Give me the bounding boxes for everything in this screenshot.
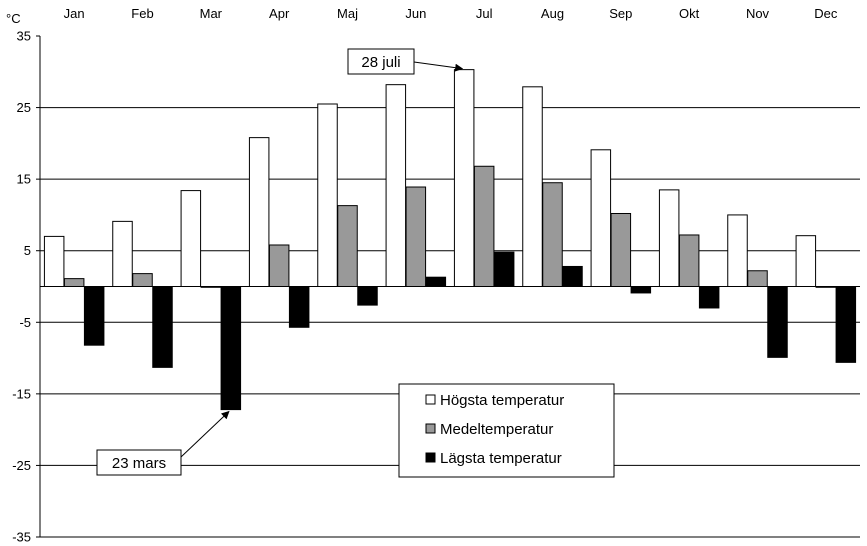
bar-h-gsta-temperatur <box>112 220 133 287</box>
legend: Högsta temperatur Medeltemperatur Lägsta t… <box>398 383 615 478</box>
y-tick-label: -15 <box>12 386 31 401</box>
bar-h-gsta-temperatur <box>795 235 817 287</box>
bar-l-gsta-temperatur <box>630 286 652 294</box>
x-tick-label: Okt <box>679 6 700 21</box>
bar-l-gsta-temperatur <box>425 276 447 287</box>
x-tick-label: Sep <box>609 6 632 21</box>
legend-label: Högsta temperatur <box>440 392 564 409</box>
y-tick-label: 5 <box>24 243 31 258</box>
x-tick-label: Apr <box>269 6 290 21</box>
bar-l-gsta-temperatur <box>357 286 378 306</box>
annotation-box <box>347 48 415 75</box>
legend-swatch <box>425 452 436 463</box>
bar-l-gsta-temperatur <box>152 286 173 368</box>
x-tick-label: Mar <box>200 6 223 21</box>
bar-h-gsta-temperatur <box>180 190 202 287</box>
x-tick-label: Jul <box>476 6 493 21</box>
y-tick-label: -5 <box>19 315 31 330</box>
bar-h-gsta-temperatur <box>385 84 407 287</box>
bar-medeltemperatur <box>542 182 563 288</box>
bar-medeltemperatur <box>747 270 768 287</box>
annotation-arrow <box>180 410 230 458</box>
y-tick-label: 15 <box>17 172 31 187</box>
annotation-arrow <box>413 61 464 72</box>
x-tick-label: Aug <box>541 6 564 21</box>
bar-h-gsta-temperatur <box>522 86 543 287</box>
bar-h-gsta-temperatur <box>248 137 270 287</box>
x-tick-label: Jun <box>405 6 426 21</box>
bar-medeltemperatur <box>200 286 222 288</box>
legend-swatch <box>425 423 436 434</box>
x-tick-label: Feb <box>131 6 153 21</box>
bar-h-gsta-temperatur <box>453 69 475 288</box>
annotations: 28 juli 23 mars <box>96 48 464 476</box>
y-tick-label: 25 <box>17 100 31 115</box>
y-tick-label: 35 <box>17 29 31 44</box>
bar-l-gsta-temperatur <box>767 286 788 358</box>
bars <box>43 69 857 411</box>
x-tick-label: Maj <box>337 6 358 21</box>
bar-h-gsta-temperatur <box>658 189 680 287</box>
bar-medeltemperatur <box>268 244 290 287</box>
bar-l-gsta-temperatur <box>220 286 242 411</box>
bar-medeltemperatur <box>473 165 495 287</box>
y-tick-label: -25 <box>12 458 31 473</box>
legend-label: Lägsta temperatur <box>440 450 562 467</box>
annotation-label: 23 mars <box>112 455 166 472</box>
legend-label: Medeltemperatur <box>440 421 553 438</box>
unit-label: °C <box>6 11 21 26</box>
bar-l-gsta-temperatur <box>288 286 310 328</box>
bar-l-gsta-temperatur <box>493 251 515 288</box>
bar-l-gsta-temperatur <box>83 286 105 346</box>
bar-h-gsta-temperatur <box>727 214 748 287</box>
y-tick-label: -35 <box>12 530 31 545</box>
bar-h-gsta-temperatur <box>317 103 338 287</box>
bar-medeltemperatur <box>815 286 837 288</box>
bar-l-gsta-temperatur <box>698 286 720 309</box>
bar-h-gsta-temperatur <box>590 149 612 287</box>
annotation-box <box>96 449 182 476</box>
bar-medeltemperatur <box>405 186 427 287</box>
annotation-label: 28 juli <box>361 54 400 71</box>
bar-medeltemperatur <box>610 212 632 287</box>
bar-medeltemperatur <box>678 234 700 287</box>
bar-h-gsta-temperatur <box>43 235 65 287</box>
legend-swatch <box>425 394 436 405</box>
x-tick-label: Dec <box>814 6 838 21</box>
tick-labels: 35 25 15 5 -5 -15 -25 -35 Jan Feb Mar Apr Maj Jun Jul A… <box>12 6 838 545</box>
bar-medeltemperatur <box>132 273 153 288</box>
bar-medeltemperatur <box>63 278 85 287</box>
x-tick-label: Jan <box>64 6 85 21</box>
x-tick-label: Nov <box>746 6 770 21</box>
bar-medeltemperatur <box>337 205 358 287</box>
bar-l-gsta-temperatur <box>835 286 857 363</box>
bar-l-gsta-temperatur <box>562 265 583 287</box>
